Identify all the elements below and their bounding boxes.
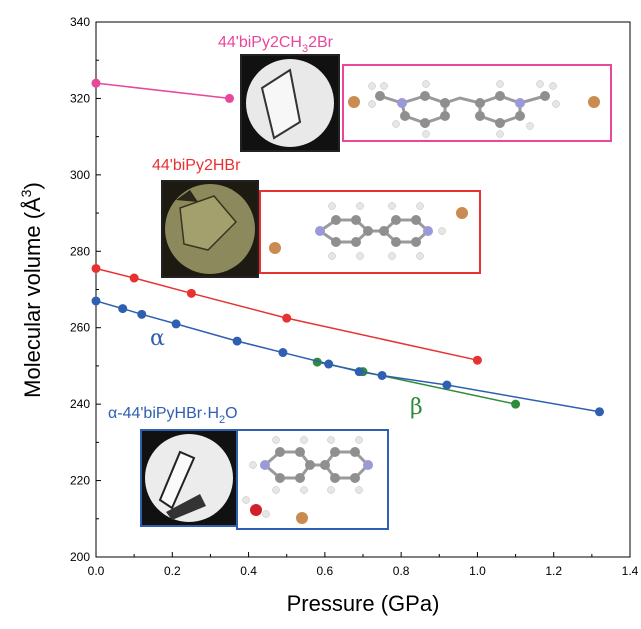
y-tick-label: 200 [70, 550, 90, 564]
x-tick-label: 0.6 [317, 564, 334, 578]
data-point-alpha [232, 336, 242, 346]
label-ch3: 44'biPy2CH32Br [218, 34, 334, 55]
x-tick-label: 0.4 [240, 564, 257, 578]
data-point-ch3 [225, 93, 234, 103]
y-tick-label: 220 [70, 474, 90, 488]
y-tick-label: 260 [70, 321, 90, 335]
label-hydrate-end: O [225, 405, 237, 422]
y-axis-label-sup: 3 [18, 189, 34, 197]
x-axis-label: Pressure (GPa) [287, 591, 440, 616]
y-tick-label: 340 [70, 15, 90, 29]
x-tick-label: 0.8 [393, 564, 410, 578]
molecule-ch3 [342, 64, 612, 142]
crystal-photo-hydrate [140, 429, 238, 527]
y-tick-label: 300 [70, 168, 90, 182]
data-point-hbr [472, 355, 482, 365]
data-point-ch3 [91, 78, 101, 88]
label-ch3-text: 44'biPy2CH [218, 34, 302, 51]
label-hydrate-text: α-44'biPyHBr·H [108, 405, 219, 422]
label-hbr: 44'biPy2HBr [152, 157, 241, 174]
series-line-ch3 [95, 82, 230, 100]
data-point-hbr [282, 313, 292, 323]
x-tick-label: 1.4 [622, 564, 639, 578]
crystal-photo-ch3 [240, 54, 340, 152]
label-hydrate-sub: 2 [219, 414, 225, 426]
data-point-hbr [186, 288, 196, 298]
label-hydrate: α-44'biPyHBr·H2O [108, 405, 238, 426]
label-beta: β [410, 395, 423, 420]
label-ch3-sub: 3 [302, 43, 308, 55]
data-point-hbr [129, 273, 139, 283]
data-point-alpha [91, 296, 101, 306]
data-point-alpha [278, 348, 288, 358]
data-point-alpha [594, 407, 604, 417]
y-tick-label: 280 [70, 244, 90, 258]
data-point-alpha [442, 380, 452, 390]
data-point-alpha [324, 359, 334, 369]
x-tick-label: 0.0 [88, 564, 105, 578]
y-tick-label: 240 [70, 397, 90, 411]
data-point-alpha [171, 319, 181, 329]
x-tick-label: 1.0 [469, 564, 486, 578]
label-ch3-end: 2Br [308, 34, 334, 51]
crystal-photo-hbr [161, 180, 259, 278]
series-line-alpha [95, 300, 600, 413]
x-tick-label: 1.2 [545, 564, 562, 578]
data-point-alpha [377, 370, 387, 380]
molecule-hbr [259, 190, 481, 274]
y-tick-label: 320 [70, 91, 90, 105]
data-point-beta [511, 399, 521, 409]
data-series [91, 78, 604, 417]
axis-ticks: 0.0 0.2 0.4 0.6 0.8 1.0 1.2 1.4 200 220 240 260 280 3… [70, 15, 639, 578]
y-axis-label-text: Molecular volume (Å [20, 197, 45, 398]
data-point-hbr [91, 263, 101, 273]
y-axis-label: Molecular volume (Å3) [18, 182, 45, 398]
molecule-hydrate [236, 429, 389, 530]
x-tick-label: 0.2 [164, 564, 181, 578]
data-point-alpha [118, 304, 128, 314]
data-point-alpha [354, 367, 364, 377]
label-alpha: α [150, 326, 165, 351]
data-point-alpha [137, 309, 147, 319]
y-axis-label-end: ) [20, 182, 45, 189]
